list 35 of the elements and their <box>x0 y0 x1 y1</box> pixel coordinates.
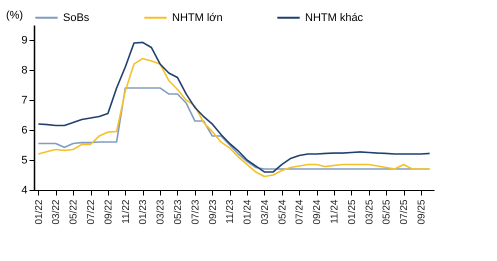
x-tick-label: 03/22 <box>51 199 62 225</box>
y-tick-label: 6 <box>21 124 28 136</box>
y-axis-title: (%) <box>6 10 24 22</box>
x-tick-label: 03/24 <box>260 199 271 225</box>
legend-label: NHTM lớn <box>172 12 223 24</box>
x-tick-label: 05/24 <box>277 199 288 225</box>
line-series <box>38 42 430 173</box>
y-tick-label: 9 <box>21 34 28 46</box>
x-tick-label: 11/24 <box>330 199 340 224</box>
x-tick-label: 11/23 <box>225 199 236 224</box>
x-tick-label: 07/24 <box>294 199 306 225</box>
x-tick-label: 05/23 <box>172 199 184 225</box>
x-tick-label: 05/25 <box>382 199 393 225</box>
legend-label: SoBs <box>63 12 90 24</box>
x-tick-label: 01/22 <box>34 199 45 225</box>
x-tick-label: 07/22 <box>86 199 98 225</box>
x-tick-label: 03/23 <box>156 199 167 225</box>
y-tick-label: 7 <box>21 94 28 106</box>
x-tick-label: 01/23 <box>138 199 150 225</box>
y-tick-label: 5 <box>21 154 28 166</box>
x-tick-label: 01/25 <box>346 199 358 225</box>
x-tick-label: 09/22 <box>103 199 114 225</box>
y-tick-label: 8 <box>21 64 28 76</box>
x-tick-label: 01/24 <box>242 199 254 225</box>
x-tick-label: 11/22 <box>120 199 132 224</box>
x-tick-label: 03/25 <box>364 199 376 225</box>
x-tick-label: 05/22 <box>68 199 80 225</box>
legend-label: NHTM khác <box>305 12 364 24</box>
y-tick-label: 4 <box>21 184 28 196</box>
line-series <box>38 58 430 178</box>
x-tick-label: 09/25 <box>416 199 428 225</box>
x-tick-label: 09/23 <box>208 199 219 225</box>
x-tick-label: 07/25 <box>399 199 410 225</box>
x-tick-label: 07/23 <box>190 199 202 225</box>
x-tick-label: 09/24 <box>312 199 324 225</box>
